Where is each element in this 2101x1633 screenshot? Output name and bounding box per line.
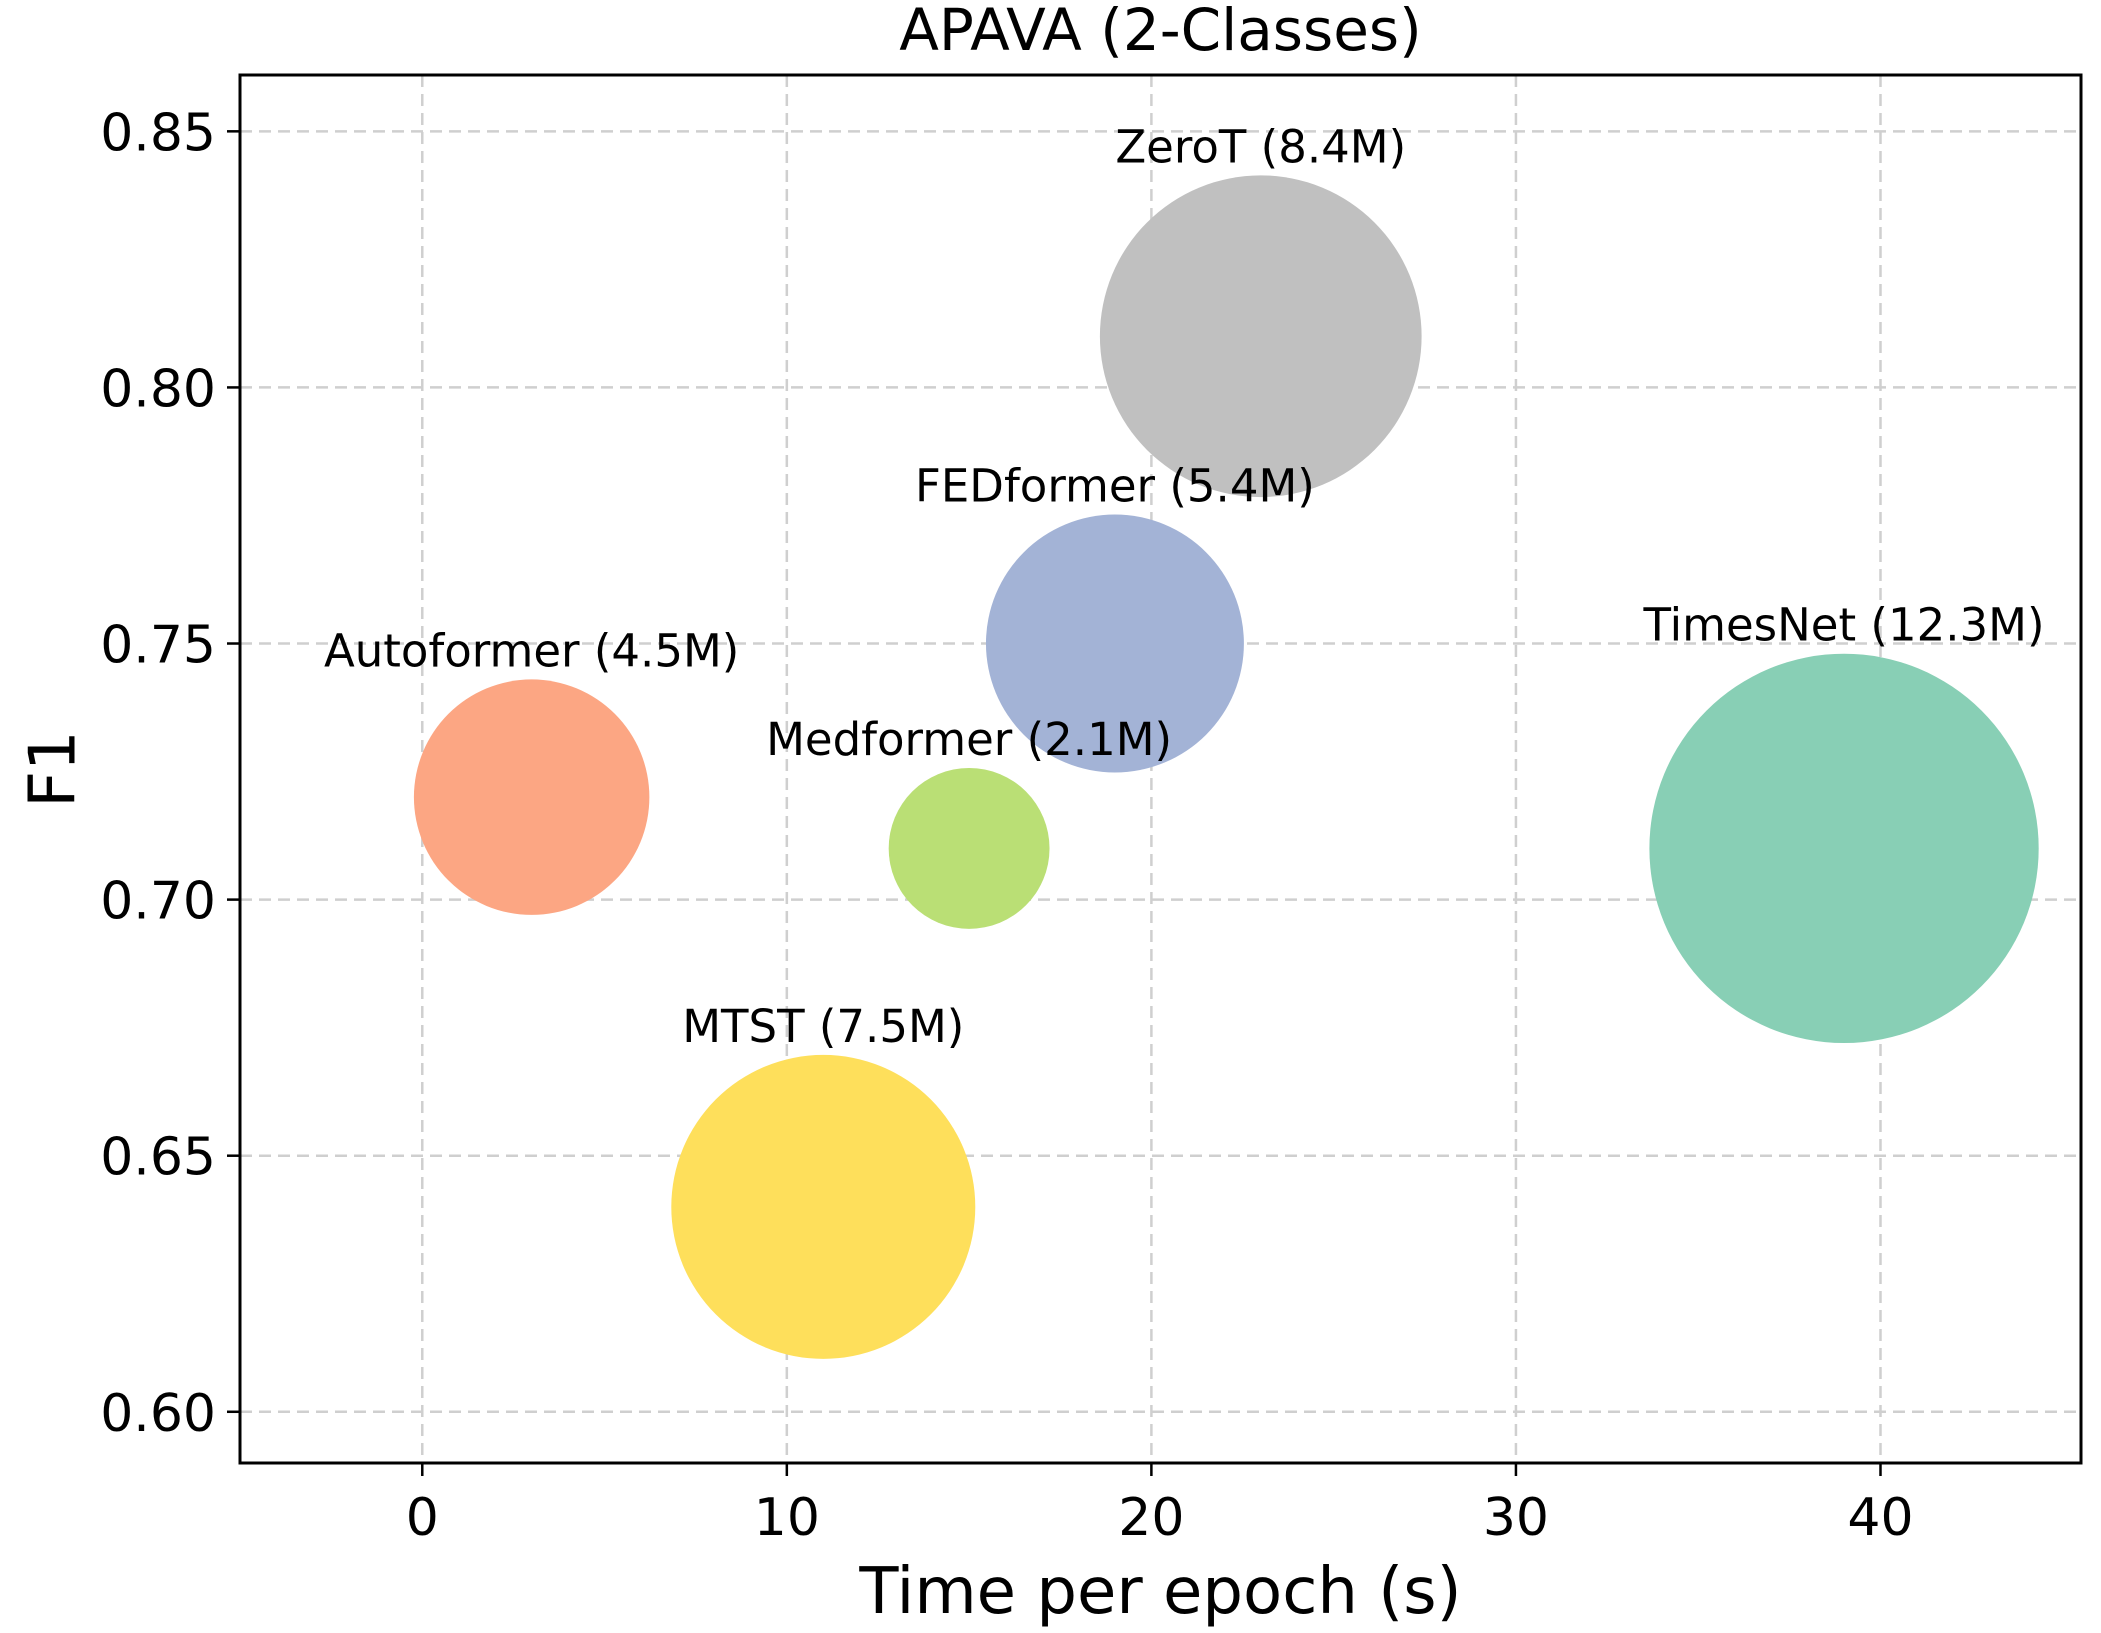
bubble-label: Autoformer (4.5M)	[324, 624, 739, 677]
bubble-point	[671, 1054, 976, 1359]
bubble-label: Medformer (2.1M)	[766, 713, 1172, 766]
x-tick-label: 0	[406, 1488, 439, 1548]
bubble-label: FEDformer (5.4M)	[915, 460, 1315, 513]
x-tick-label: 30	[1483, 1488, 1549, 1548]
x-tick-label: 20	[1118, 1488, 1184, 1548]
chart-title: APAVA (2-Classes)	[899, 0, 1422, 64]
y-tick-label: 0.65	[100, 1128, 216, 1188]
y-tick-label: 0.60	[100, 1384, 216, 1444]
tick-layer: 0 10 20 30 40 0.60 0.65 0.70 0.75 0.80 0.85	[100, 103, 1913, 1548]
y-tick-label: 0.80	[100, 359, 216, 419]
x-tick-label: 10	[754, 1488, 820, 1548]
bubble-layer	[413, 175, 2039, 1359]
y-tick-label: 0.75	[100, 616, 216, 676]
y-axis-label: F1	[16, 730, 90, 808]
bubble-point	[1099, 175, 1422, 498]
bubble-label: ZeroT (8.4M)	[1115, 120, 1406, 173]
x-tick-label: 40	[1847, 1488, 1913, 1548]
bubble-point	[1649, 653, 2039, 1044]
x-axis-label: Time per epoch (s)	[858, 1555, 1461, 1629]
bubble-label: TimesNet (12.3M)	[1643, 599, 2045, 652]
bubble-label: MTST (7.5M)	[682, 1000, 964, 1053]
point-label-layer: ZeroT (8.4M) FEDformer (5.4M) TimesNet (12…	[324, 120, 2045, 1053]
bubble-point	[985, 514, 1244, 773]
bubble-point	[413, 679, 650, 915]
bubble-point	[888, 767, 1050, 929]
y-tick-label: 0.85	[100, 103, 216, 163]
plot-frame	[238, 73, 2083, 1465]
y-tick-label: 0.70	[100, 872, 216, 932]
